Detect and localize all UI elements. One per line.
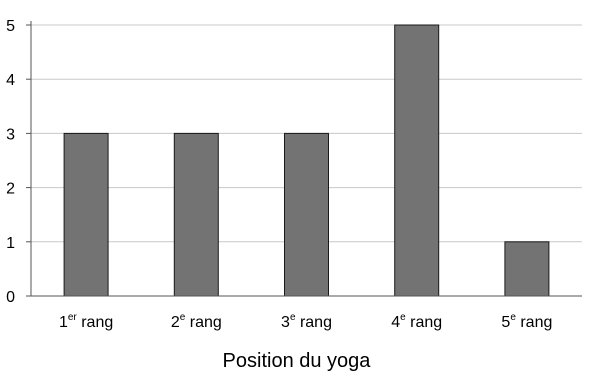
y-tick-label: 0 (6, 289, 15, 306)
x-tick-label: 3e rang (281, 312, 332, 331)
y-tick-label: 4 (6, 72, 15, 89)
y-axis-ticks: 0 1 2 3 4 5 (6, 18, 31, 306)
x-tick-label-superscript: er (68, 312, 78, 323)
x-tick-label-number: 1 (59, 314, 68, 331)
x-tick-label: 1er rang (59, 312, 113, 331)
x-tick-label-superscript: e (290, 312, 296, 323)
x-tick-label-word: rang (77, 314, 113, 331)
x-tick-label: 4e rang (391, 312, 442, 331)
x-tick-label-number: 3 (281, 314, 290, 331)
x-axis-title: Position du yoga (223, 350, 372, 372)
bars (63, 24, 550, 297)
x-axis-ticks: 1er rang 2e rang 3e rang 4e rang 5e rang (59, 312, 552, 331)
x-tick-label-superscript: e (510, 312, 516, 323)
x-tick-label: 5e rang (501, 312, 552, 331)
bar (63, 132, 109, 297)
x-tick-label-superscript: e (400, 312, 406, 323)
y-tick-label: 3 (6, 126, 15, 143)
x-tick-label-word: rang (516, 314, 552, 331)
x-tick-label-word: rang (406, 314, 442, 331)
bar (394, 24, 440, 297)
bar (173, 132, 219, 297)
bar (284, 132, 329, 297)
y-tick-label: 2 (6, 181, 15, 198)
x-tick-label-number: 2 (171, 314, 180, 331)
x-tick-label-number: 5 (501, 314, 510, 331)
x-tick-label-word: rang (296, 314, 332, 331)
bar (504, 241, 550, 297)
y-tick-label: 1 (6, 235, 15, 252)
y-tick-label: 5 (6, 18, 15, 35)
x-tick-label: 2e rang (171, 312, 222, 331)
x-tick-label-number: 4 (391, 314, 400, 331)
x-tick-label-word: rang (185, 314, 221, 331)
x-tick-label-superscript: e (180, 312, 186, 323)
